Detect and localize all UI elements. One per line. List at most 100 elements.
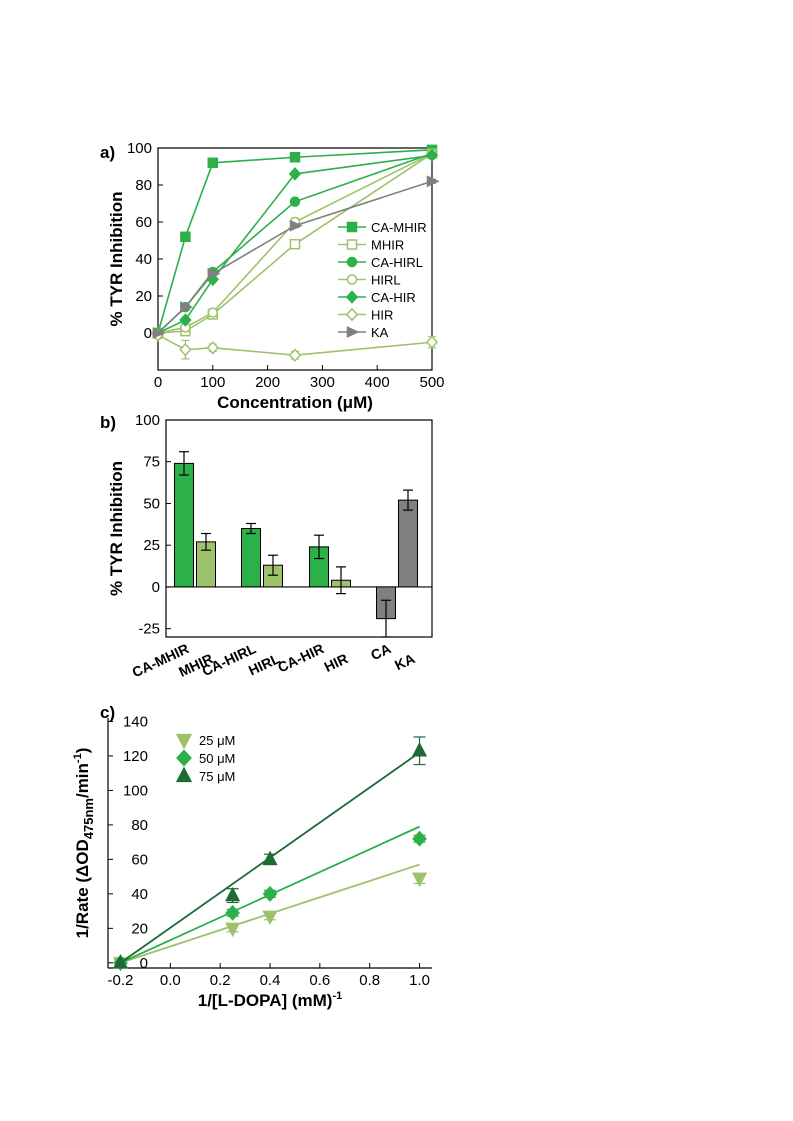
legend-marker [346, 239, 358, 250]
series-ka [152, 175, 440, 339]
series-50um [113, 825, 427, 971]
panel-c-xlabel: 1/[L-DOPA] (mM)-1 [198, 990, 343, 1010]
data-point [152, 327, 166, 339]
panel-c-xtick-label: 0.2 [210, 972, 231, 989]
panel-c-xlabel-sup: -1 [332, 990, 342, 1002]
legend-label: CA-HIRL [371, 255, 423, 270]
panel-b-ytick-label: -25 [138, 621, 160, 638]
data-point [225, 922, 241, 938]
panel-a-xtick-label: 500 [419, 374, 444, 391]
panel-a-label: a) [100, 143, 115, 162]
panel-a-xtick-label: 200 [255, 374, 280, 391]
data-point [207, 307, 219, 318]
data-point [288, 167, 302, 181]
legend-label: HIR [371, 308, 393, 323]
panel-c-xtick-label: 0.4 [260, 972, 281, 989]
series-75um [112, 736, 428, 969]
panel-c-ytick-label: 40 [131, 886, 148, 903]
panel-c-ylabel-close: ) [73, 748, 92, 754]
panel-c-xtick-label: 0.0 [160, 972, 181, 989]
bar-ca-hirl [241, 528, 261, 588]
bar-label: KA [392, 650, 417, 673]
panel-a-ytick-label: 60 [135, 214, 152, 231]
panel-c-ylabel-sup: -1 [72, 753, 84, 763]
panel-a-ylabel: % TYR Inhibition [107, 191, 126, 326]
panel-a-xtick-label: 0 [154, 374, 162, 391]
panel-c-ylabel-sub: 475nm [81, 798, 96, 839]
data-point [411, 872, 428, 888]
panel-c-ytick-label: 100 [123, 782, 148, 799]
panel-b-ylabel: % TYR Inhibition [107, 461, 126, 596]
legend-label: HIRL [371, 273, 401, 288]
legend-marker [175, 766, 193, 783]
data-point [411, 741, 428, 757]
panel-b-label: b) [100, 413, 116, 432]
panel-a-ytick-label: 40 [135, 251, 152, 268]
legend-marker [175, 733, 193, 750]
panel-b-ytick-label: 100 [135, 412, 160, 429]
panel-c-ylabel: 1/Rate (ΔOD [73, 839, 92, 938]
bar-label: CA [368, 640, 393, 663]
legend-label: 75 μM [199, 769, 235, 784]
panel-c-ytick-label: 20 [131, 920, 148, 937]
data-point [206, 341, 219, 355]
data-point [262, 910, 278, 926]
panel-b-ytick-label: 25 [143, 537, 160, 554]
data-point [112, 954, 129, 969]
data-point [289, 196, 301, 207]
panel-c-ylabel: 1/Rate (ΔOD475nm/min-1) [72, 748, 96, 939]
panel-a-xlabel: Concentration (μM) [217, 393, 373, 412]
panel-a-ytick-label: 100 [127, 140, 152, 157]
data-point [289, 219, 303, 232]
series-25um [112, 863, 428, 972]
data-point [207, 157, 219, 169]
legend-marker [345, 307, 359, 322]
panel-c-xtick-label: 0.8 [359, 972, 380, 989]
panel-a-xtick-label: 400 [365, 374, 390, 391]
panel-a-legend [338, 221, 366, 338]
panel-a-xtick-label: 300 [310, 374, 335, 391]
panel-b-frame [165, 419, 433, 638]
panel-c-ytick-label: 0 [140, 955, 148, 972]
data-point [179, 342, 192, 357]
panel-c-ytick-label: 120 [123, 748, 148, 765]
data-point [225, 904, 240, 921]
legend-marker [346, 274, 358, 285]
legend-label: CA-MHIR [371, 220, 427, 235]
panel-b-ytick-label: 75 [143, 454, 160, 471]
data-point [262, 850, 278, 866]
bar-label: HIR [322, 650, 351, 675]
legend-label: 50 μM [199, 751, 235, 766]
panel-c: 1/[L-DOPA] (mM)-11/Rate (ΔOD475nm/min-1) [72, 718, 432, 1010]
data-point [425, 148, 439, 163]
panel-a-ytick-label: 20 [135, 288, 152, 305]
data-point [426, 175, 440, 188]
data-point [180, 301, 194, 313]
panel-c-xlabel-text: 1/[L-DOPA] (mM) [198, 991, 333, 1010]
panel-b [165, 419, 433, 638]
data-point [179, 313, 192, 327]
legend-marker [346, 326, 360, 338]
panel-b-ytick-label: 0 [152, 579, 160, 596]
bar-label: CA-HIR [275, 640, 326, 675]
panel-a [151, 144, 440, 371]
panel-c-ytick-label: 80 [131, 817, 148, 834]
data-point [180, 231, 191, 243]
legend-marker [345, 290, 359, 304]
panel-c-ytick-label: 140 [123, 713, 148, 730]
legend-marker [346, 221, 358, 233]
panel-a-ytick-label: 0 [144, 325, 152, 342]
legend-marker [176, 749, 192, 767]
legend-label: CA-HIR [371, 290, 416, 305]
data-point [262, 885, 278, 902]
panel-c-ytick-label: 60 [131, 851, 148, 868]
panel-c-label: c) [100, 703, 115, 722]
panel-c-ylabel-tail: /min [73, 763, 92, 798]
legend-label: KA [371, 325, 389, 340]
panel-c-xtick-label: -0.2 [108, 972, 134, 989]
legend-marker [346, 256, 358, 268]
series-hir [151, 328, 439, 362]
bar-ka [398, 499, 418, 588]
data-point [412, 830, 427, 847]
legend-label: MHIR [371, 238, 404, 253]
